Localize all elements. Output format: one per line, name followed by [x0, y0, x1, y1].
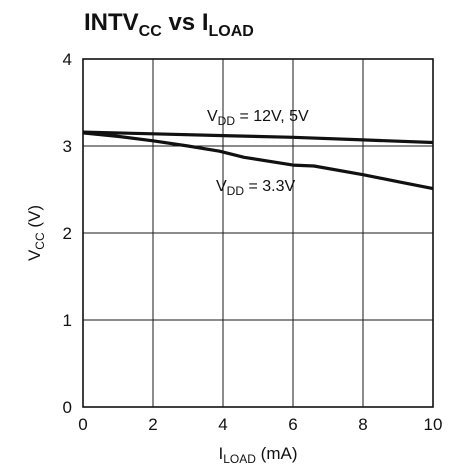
y-tick-label: 3 [63, 137, 72, 156]
chart-title: INTVCC vs ILOAD [84, 9, 254, 40]
x-tick-labels: 0 2 4 6 8 10 [78, 415, 442, 434]
x-tick-label: 8 [358, 415, 367, 434]
series-line-1 [82, 131, 434, 191]
y-tick-label: 1 [63, 311, 72, 330]
x-tick-label: 2 [148, 415, 157, 434]
x-tick-label: 0 [78, 415, 87, 434]
series-lines [82, 130, 434, 191]
x-tick-label: 4 [218, 415, 227, 434]
y-tick-label: 0 [63, 398, 72, 417]
y-axis-label: VCC (V) [25, 205, 47, 261]
series-line-0 [82, 130, 434, 145]
plot-frame [82, 58, 434, 408]
series-label-12v-5v: VDD = 12V, 5V [207, 108, 309, 128]
y-tick-labels: 0 1 2 3 4 [63, 50, 72, 417]
series-label-3v3: VDD = 3.3V [216, 178, 295, 198]
x-axis-label: ILOAD (mA) [219, 444, 298, 466]
x-tick-label: 10 [424, 415, 443, 434]
x-tick-label: 6 [288, 415, 297, 434]
y-tick-label: 2 [63, 224, 72, 243]
y-tick-label: 4 [63, 50, 72, 69]
